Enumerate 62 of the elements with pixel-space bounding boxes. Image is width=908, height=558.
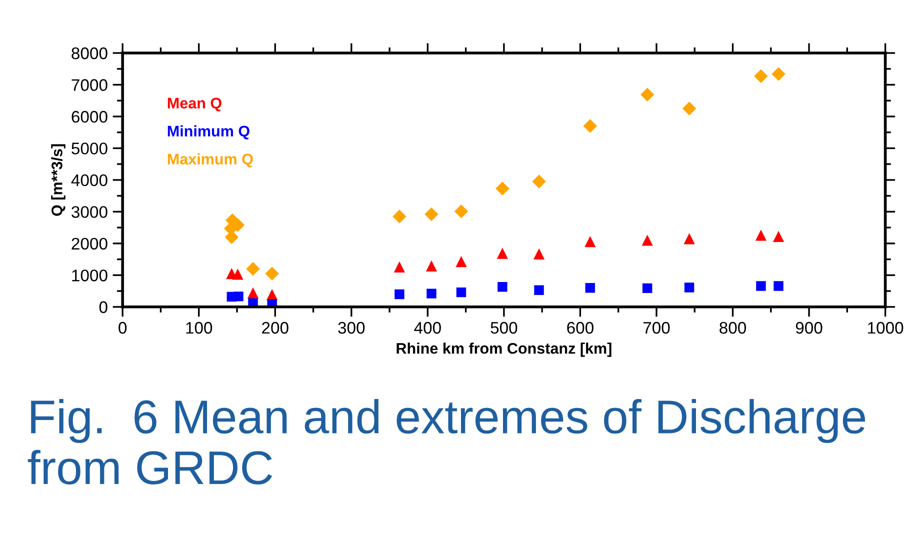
x-tick-label: 300 bbox=[338, 322, 365, 334]
point bbox=[232, 268, 244, 280]
point bbox=[682, 102, 696, 116]
point bbox=[532, 174, 546, 188]
point bbox=[774, 281, 784, 291]
point bbox=[684, 233, 695, 244]
point bbox=[224, 230, 239, 244]
point bbox=[533, 248, 545, 260]
point bbox=[394, 261, 406, 272]
text: Minimum Q bbox=[168, 125, 250, 140]
point bbox=[584, 236, 596, 248]
point bbox=[456, 256, 467, 268]
point bbox=[426, 288, 436, 298]
point bbox=[585, 282, 595, 293]
x-tick-label: 600 bbox=[567, 322, 594, 334]
point bbox=[496, 182, 510, 196]
x-tick-label: 500 bbox=[490, 322, 518, 334]
x-axis-title: Rhine km from Constanz [km] bbox=[396, 342, 612, 357]
y-tick-label: 8000 bbox=[72, 47, 108, 60]
point bbox=[392, 210, 406, 224]
point bbox=[754, 69, 768, 84]
x-tick-label: 900 bbox=[796, 322, 822, 334]
y-axis-title: Q [m**3/s] bbox=[51, 144, 66, 216]
x-tick-label: 100 bbox=[186, 322, 212, 334]
point bbox=[756, 281, 766, 291]
y-tick-label: 7000 bbox=[72, 79, 108, 91]
x-tick-label: 400 bbox=[414, 322, 441, 334]
point bbox=[640, 88, 654, 102]
point bbox=[424, 207, 438, 222]
x-tick-label: 800 bbox=[720, 322, 746, 334]
x-tick-label: 200 bbox=[262, 322, 288, 334]
point bbox=[534, 285, 544, 295]
point bbox=[496, 248, 508, 259]
point bbox=[394, 289, 404, 300]
y-tick-label: 2000 bbox=[72, 238, 108, 250]
y-tick-label: 1000 bbox=[72, 270, 108, 282]
y-tick-label: 0 bbox=[99, 301, 108, 314]
point bbox=[234, 292, 244, 302]
point bbox=[642, 283, 652, 294]
point bbox=[772, 230, 784, 242]
x-tick-label: 700 bbox=[643, 322, 670, 334]
point bbox=[265, 266, 279, 280]
point bbox=[583, 119, 597, 133]
point bbox=[247, 287, 259, 298]
point bbox=[454, 204, 468, 218]
x-tick-label: 1000 bbox=[868, 322, 904, 334]
y-tick-label: 4000 bbox=[71, 174, 108, 186]
x-tick-label: 0 bbox=[118, 322, 127, 334]
point bbox=[684, 282, 694, 292]
point bbox=[642, 234, 653, 246]
text: Maximum Q bbox=[168, 153, 253, 168]
y-tick-label: 6000 bbox=[72, 110, 108, 123]
point bbox=[426, 260, 438, 272]
text: Mean Q bbox=[168, 98, 222, 112]
caption: Fig. 6 Mean and extremes of Discharge from GRDC bbox=[28, 398, 866, 485]
point bbox=[772, 67, 786, 81]
point bbox=[498, 282, 508, 292]
point bbox=[246, 262, 260, 276]
point bbox=[755, 230, 767, 241]
point bbox=[456, 287, 466, 298]
y-tick-label: 3000 bbox=[72, 206, 108, 218]
y-tick-label: 5000 bbox=[72, 142, 108, 154]
